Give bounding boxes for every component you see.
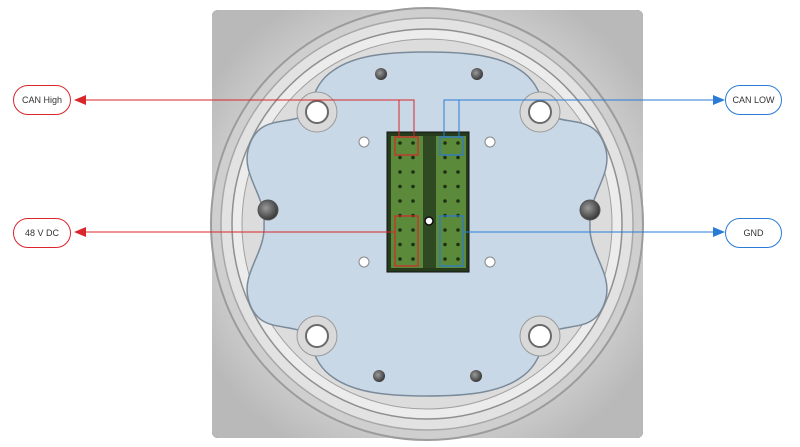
v48-dc-callout: 48 V DC <box>13 218 71 248</box>
can-high-callout: CAN High <box>13 85 71 115</box>
connector-pin <box>398 257 402 261</box>
connector-pin <box>456 184 460 189</box>
can-low-leader <box>443 99 722 138</box>
can-low-pin-highlight <box>439 136 464 156</box>
connector-pin <box>456 199 460 203</box>
gnd-pin-highlight <box>439 215 464 267</box>
connector-center-screw <box>424 216 434 226</box>
can-high-leader <box>82 99 415 138</box>
connector-pin <box>443 199 447 203</box>
can-low-callout: CAN LOW <box>725 85 782 115</box>
locating-pin <box>358 256 370 268</box>
connector-right-block <box>436 136 466 268</box>
locating-pin <box>484 136 496 148</box>
mounting-hole <box>528 100 552 124</box>
v48-pin-highlight <box>394 215 419 267</box>
bottom-bolt <box>373 370 385 382</box>
gnd-callout: GND <box>725 218 782 248</box>
locating-pin <box>484 256 496 268</box>
connector-pin <box>456 155 460 160</box>
connector-pin <box>411 170 415 174</box>
connector-pin <box>398 199 402 203</box>
side-bolt <box>257 199 279 221</box>
side-bolt <box>579 199 601 221</box>
locating-pin <box>358 136 370 148</box>
connector-pin <box>411 257 415 261</box>
connector-pin <box>443 257 447 261</box>
connector-pin <box>411 228 415 232</box>
connector-pin <box>456 170 460 174</box>
connector-pin <box>443 242 447 247</box>
connector-pin <box>411 155 415 160</box>
connector-pin <box>443 170 447 174</box>
connector-pin <box>411 242 415 247</box>
connector-pin <box>443 141 447 145</box>
connector-pin <box>411 184 415 189</box>
connector-pin <box>398 228 402 232</box>
connector-pin <box>456 257 460 261</box>
bottom-bolt <box>470 370 482 382</box>
top-bolt <box>375 68 387 80</box>
connector-pin <box>443 184 447 189</box>
mounting-hole <box>528 324 552 348</box>
v48-arrowhead <box>74 227 86 237</box>
connector-pin <box>456 141 460 145</box>
connector-pin <box>398 242 402 247</box>
connector-pin <box>411 199 415 203</box>
connector-pin <box>443 155 447 160</box>
can-high-arrowhead <box>74 95 86 105</box>
connector-pin <box>411 141 415 145</box>
connector-pin <box>443 228 447 232</box>
gnd-arrowhead <box>713 227 725 237</box>
connector-pin <box>456 228 460 232</box>
connector-pin <box>398 170 402 174</box>
connector-pin <box>398 141 402 145</box>
can-low-arrowhead <box>713 95 725 105</box>
connector-pin <box>456 242 460 247</box>
connector-pin <box>398 155 402 160</box>
connector-center-slot <box>423 136 436 268</box>
can-high-pin-highlight <box>394 136 419 156</box>
mounting-hole <box>305 324 329 348</box>
connector-pin <box>398 184 402 189</box>
mounting-hole <box>305 100 329 124</box>
top-bolt <box>471 68 483 80</box>
